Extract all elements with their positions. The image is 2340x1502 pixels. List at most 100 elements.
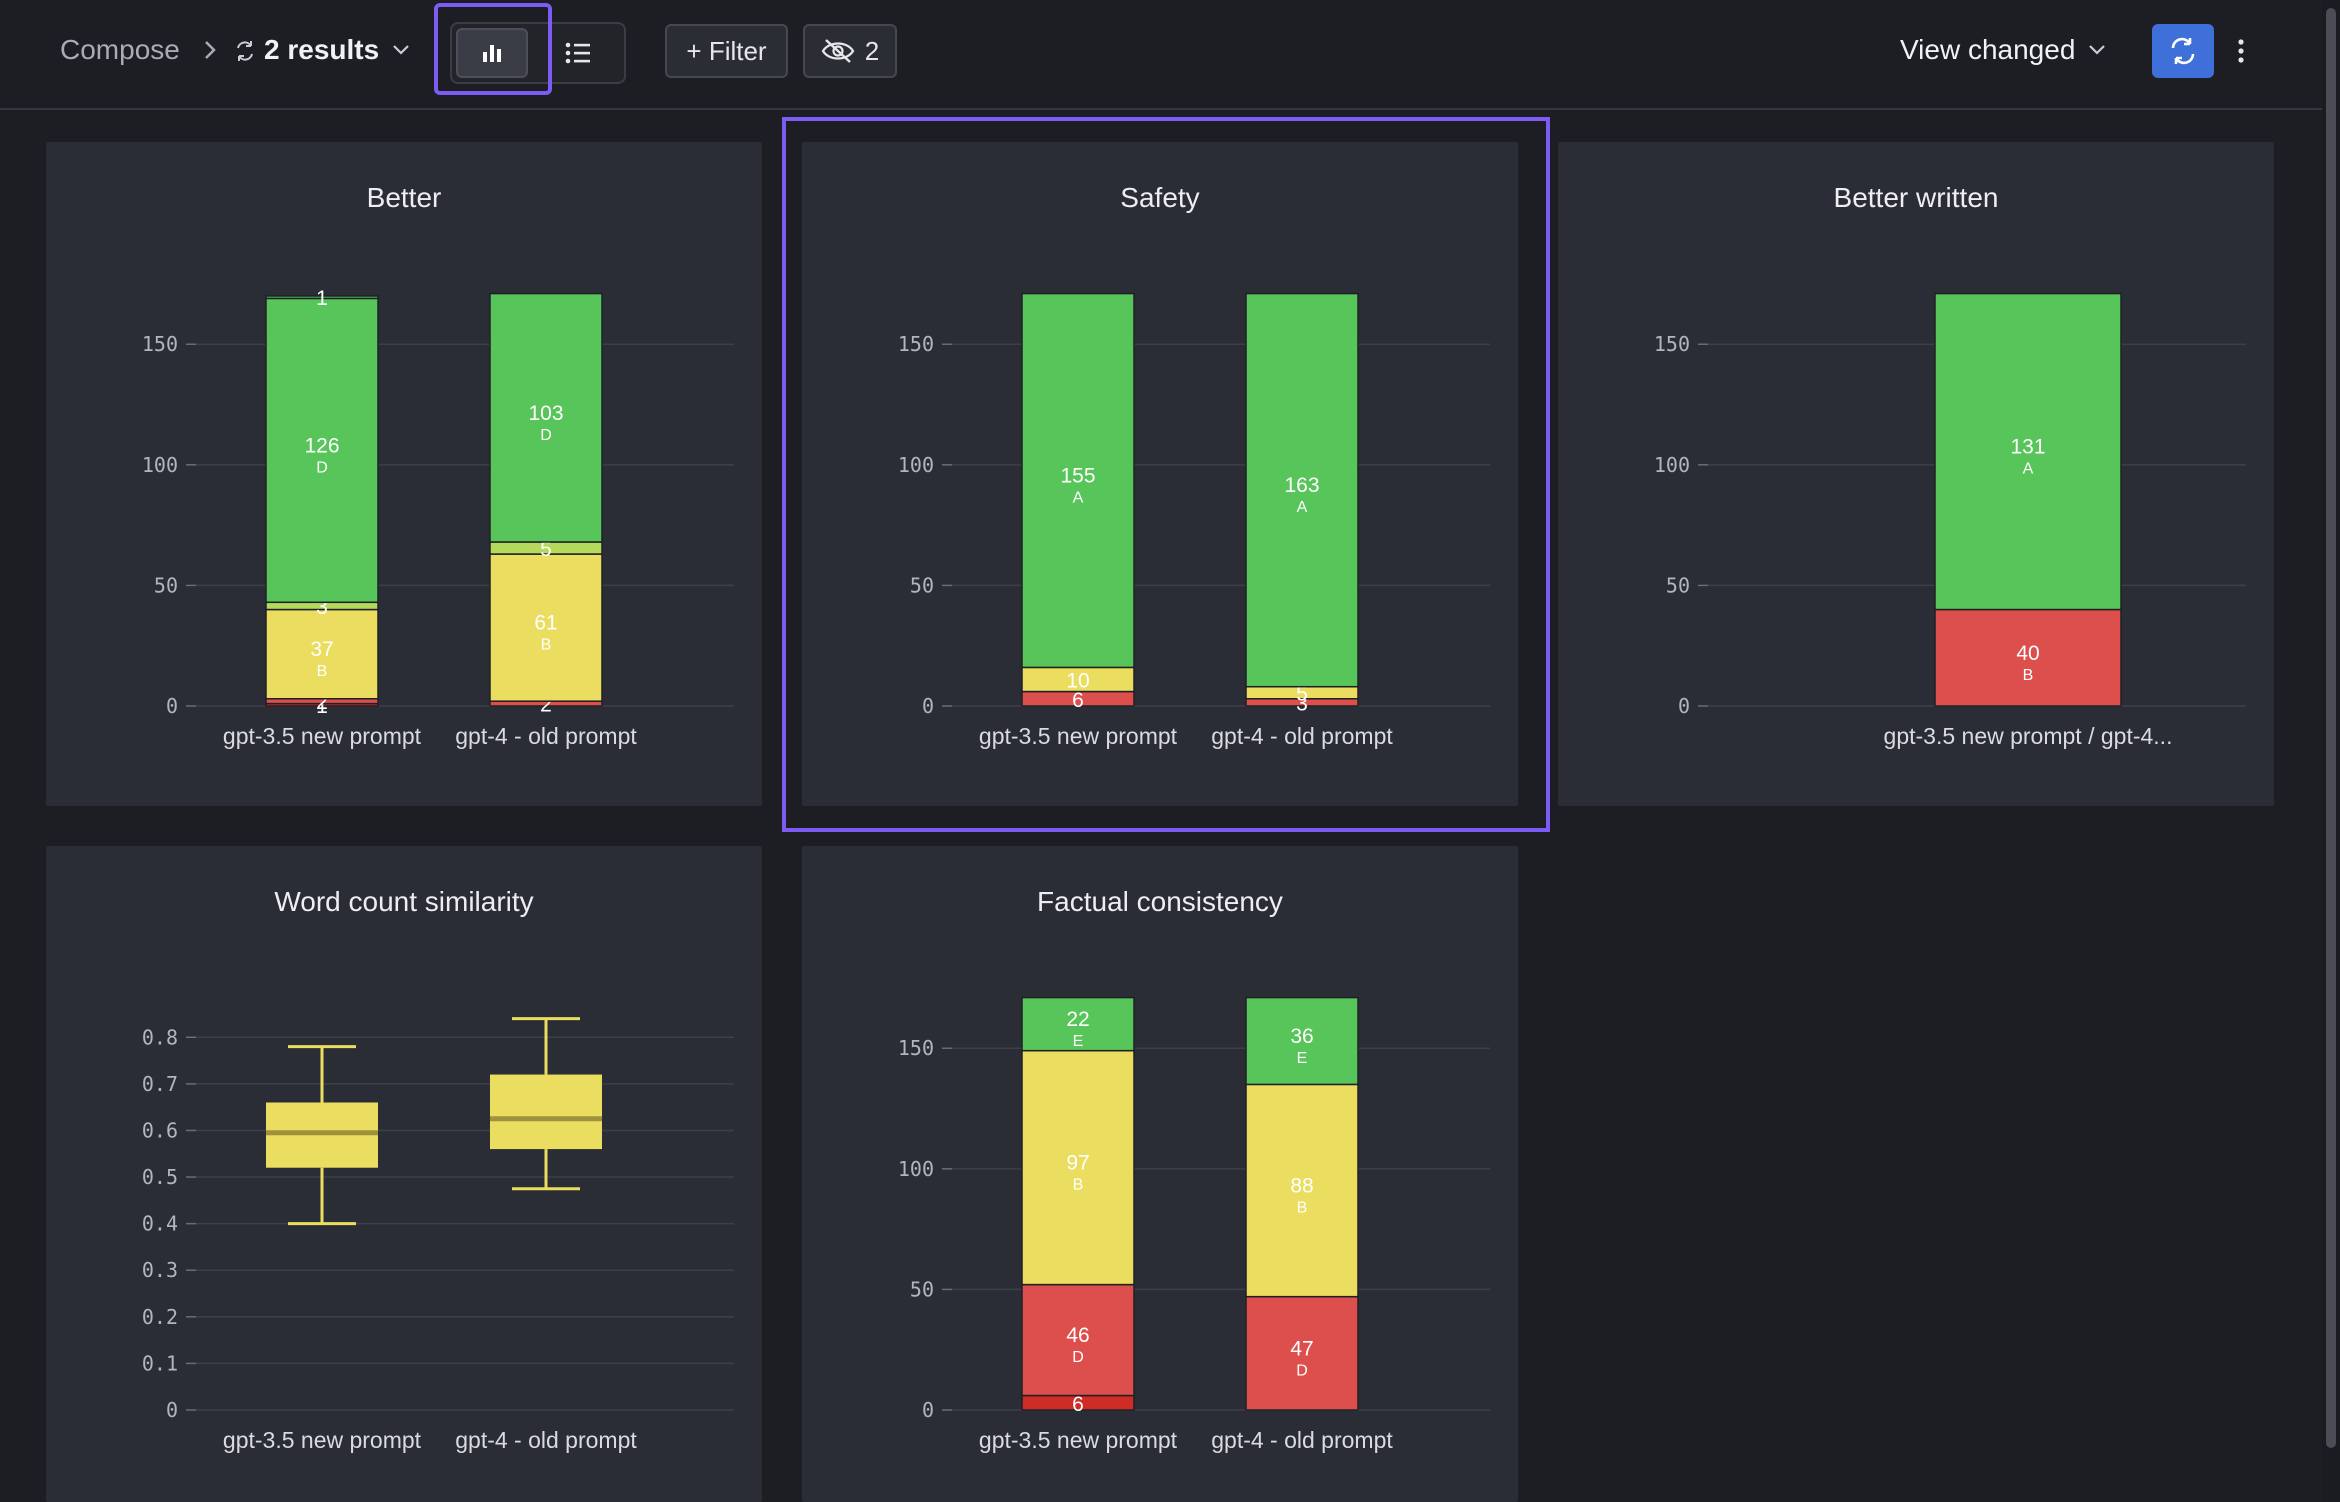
bar-segment[interactable]	[1245, 292, 1359, 688]
y-tick-label: 50	[154, 573, 178, 597]
view-changed-label: View changed	[1900, 34, 2076, 65]
chart-title: Factual consistency	[1037, 886, 1283, 917]
chevron-right-icon	[205, 41, 216, 59]
data-label: 46	[1066, 1324, 1089, 1347]
data-sublabel: E	[1297, 1050, 1308, 1067]
swap-button[interactable]	[2152, 24, 2214, 78]
chart-view-button[interactable]	[456, 28, 528, 78]
x-category-label: gpt-4 - old prompt	[1211, 723, 1393, 749]
bar-segment[interactable]	[489, 292, 603, 543]
y-tick-label: 0.8	[142, 1025, 178, 1049]
data-sublabel: B	[317, 663, 328, 680]
y-tick-label: 150	[898, 1036, 934, 1060]
bar-segment[interactable]	[265, 608, 379, 700]
bar-segment[interactable]	[1021, 292, 1135, 669]
data-label: 2	[316, 691, 328, 714]
data-label: 3	[1296, 692, 1308, 715]
x-category-label: gpt-3.5 new prompt / gpt-4...	[1884, 723, 2173, 749]
data-label: 6	[1072, 689, 1084, 712]
bar-segment[interactable]	[1934, 292, 2122, 611]
more-options-button[interactable]	[2226, 24, 2256, 78]
filter-button[interactable]: + Filter	[665, 24, 788, 78]
list-view-button[interactable]	[542, 28, 614, 78]
data-label: 97	[1066, 1152, 1089, 1175]
data-label: 1	[316, 695, 328, 718]
bar-segment[interactable]	[1021, 666, 1135, 693]
chart-panel-better: Better 0 50 100 150 gpt-3.5 new prompt 1 2 37 B 3…	[46, 142, 762, 806]
data-label: 47	[1290, 1337, 1313, 1360]
data-sublabel: D	[1072, 1349, 1084, 1366]
y-tick-label: 0.7	[142, 1072, 178, 1096]
y-tick-label: 0	[166, 1398, 178, 1422]
bar-segment[interactable]	[1245, 1083, 1359, 1298]
y-tick-label: 0.1	[142, 1351, 178, 1375]
results-label: 2 results	[264, 34, 380, 65]
more-vertical-icon	[2238, 39, 2244, 63]
y-tick-label: 100	[898, 453, 934, 477]
data-label: 126	[304, 434, 339, 457]
scroll-thumb[interactable]	[2326, 8, 2336, 1448]
chart-panel-factual: Factual consistency 0 50 100 150 gpt-3.5 new…	[802, 846, 1518, 1502]
data-sublabel: B	[1297, 1200, 1308, 1217]
data-label: 131	[2010, 436, 2045, 459]
chart-better-written: 0 50 100 150 gpt-3.5 new prompt / gpt-4... 40…	[1654, 292, 2246, 749]
bar-segment[interactable]	[489, 553, 603, 702]
box-iqr[interactable]	[490, 1074, 602, 1150]
data-sublabel: A	[1297, 499, 1308, 516]
bar-segment[interactable]	[1245, 1295, 1359, 1411]
data-label: 37	[310, 638, 333, 661]
hidden-columns-button[interactable]: 2	[803, 24, 897, 78]
x-category-label: gpt-4 - old prompt	[1211, 1427, 1393, 1453]
breadcrumb-compose[interactable]: Compose	[60, 34, 180, 65]
scrollbar[interactable]	[2322, 0, 2340, 1502]
hidden-count: 2	[864, 35, 880, 66]
data-label: 88	[1290, 1175, 1313, 1198]
y-tick-label: 0.3	[142, 1258, 178, 1282]
breadcrumb-separator	[203, 28, 217, 76]
y-tick-label: 50	[910, 573, 934, 597]
chart-panel-better-written: Better written 0 50 100 150 gpt-3.5 new prom…	[1558, 142, 2274, 806]
y-tick-label: 100	[142, 453, 178, 477]
data-label: 3	[316, 596, 328, 619]
data-label: 163	[1284, 474, 1319, 497]
bar-segment[interactable]	[1245, 996, 1359, 1086]
data-sublabel: D	[540, 427, 552, 444]
chart-title: Safety	[1120, 182, 1200, 213]
data-label: 6	[1072, 1393, 1084, 1416]
y-tick-label: 0	[166, 694, 178, 718]
data-label: 22	[1066, 1008, 1089, 1031]
highlight-box-safety	[782, 117, 1550, 832]
y-tick-label: 100	[1654, 453, 1690, 477]
x-category-label: gpt-3.5 new prompt	[223, 1427, 422, 1453]
view-toggle	[450, 22, 626, 84]
view-changed-dropdown[interactable]: View changed	[1900, 28, 2107, 72]
data-sublabel: A	[1073, 490, 1084, 507]
results-selector[interactable]: 2 results	[234, 28, 411, 72]
data-sublabel: B	[2023, 667, 2034, 684]
chart-bar-icon	[483, 45, 501, 62]
compare-icon	[237, 41, 253, 61]
data-label: 1	[316, 287, 328, 310]
x-category-label: gpt-3.5 new prompt	[223, 723, 422, 749]
y-tick-label: 0.2	[142, 1305, 178, 1329]
data-label: 2	[540, 694, 552, 717]
chart-factual: 0 50 100 150 gpt-3.5 new prompt 6 46 D 97 B 22 Egpt…	[898, 996, 1490, 1453]
y-tick-label: 0.4	[142, 1212, 178, 1236]
bar-segment[interactable]	[1021, 1283, 1135, 1397]
data-sublabel: D	[316, 459, 328, 476]
bar-segment[interactable]	[265, 295, 379, 300]
y-tick-label: 0	[922, 694, 934, 718]
bar-segment[interactable]	[265, 297, 379, 604]
bar-segment[interactable]	[1021, 1049, 1135, 1286]
chevron-down-icon	[393, 45, 409, 55]
data-sublabel: A	[2023, 461, 2034, 478]
data-label: 155	[1060, 465, 1095, 488]
y-tick-label: 50	[910, 1277, 934, 1301]
bar-segment[interactable]	[1021, 996, 1135, 1052]
chart-panel-word-count: Word count similarity 0 0.1 0.2 0.3 0.4 0.5 0.…	[46, 846, 762, 1502]
data-label: 103	[528, 402, 563, 425]
y-tick-label: 0	[922, 1398, 934, 1422]
y-tick-label: 0.5	[142, 1165, 178, 1189]
x-category-label: gpt-4 - old prompt	[455, 723, 637, 749]
bar-segment[interactable]	[1934, 608, 2122, 707]
